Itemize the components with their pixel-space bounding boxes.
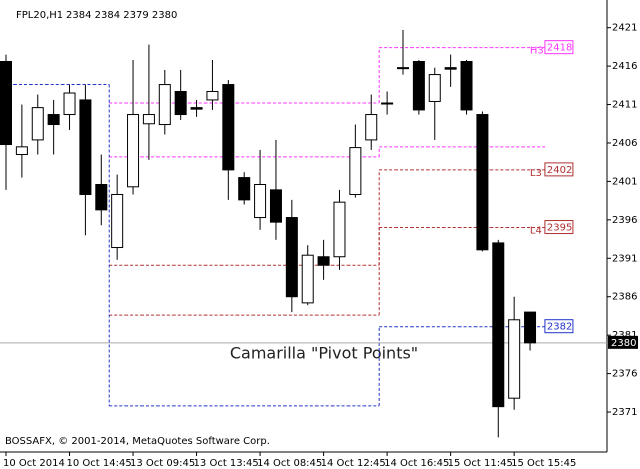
y-tick-label: 2411 [612,100,637,111]
footer: BOSSAFX, © 2001-2014, MetaQuotes Softwar… [5,436,270,447]
candle-body [79,99,92,195]
candle-body [158,84,171,126]
x-tick-label: 15 Oct 11:45 [448,458,513,469]
candle-body [222,84,235,171]
level-label: 2382 [547,322,572,333]
y-tick-label: 2376 [612,369,637,380]
level-label: 2402 [547,165,572,176]
level-label: 2395 [547,223,572,234]
candle-body [142,114,155,125]
y-tick-label: 2391 [612,253,637,264]
level-name: L4 [530,226,542,237]
candle-body [349,147,362,195]
candle-body [95,183,108,211]
candle-body [317,256,330,266]
level-label-box [544,40,574,55]
symbol: FPL20,H1 [16,10,63,21]
quote: 2384 2384 2379 2380 [66,10,177,21]
y-tick-label: 2371 [612,407,637,418]
candle-body [238,177,251,201]
level-name: H3 [530,46,544,57]
y-tick-label: 2421 [612,23,637,34]
candle-body [254,183,267,219]
x-tick-label: 14 Oct 12:45 [321,458,386,469]
level-label-box [544,319,574,334]
candle-body [508,319,521,399]
candle-body [269,189,282,223]
x-tick-label: 14 Oct 08:45 [257,458,322,469]
y-tick-label: 2396 [612,215,637,226]
x-tick-label: 15 Oct 15:45 [511,458,576,469]
candle-body [397,67,409,70]
current-price-label: 2380 [611,338,636,349]
candle-body [381,102,394,105]
y-tick-label: 2386 [612,292,637,303]
y-tick-label: 2416 [612,61,637,72]
candle-body [444,67,457,70]
annotation: Camarilla "Pivot Points" [230,344,418,363]
x-tick-label: 10 Oct 2014 [3,458,65,469]
candle-body [428,74,441,102]
candle-body [333,201,346,258]
candle-body [476,114,489,251]
candle-body [111,193,124,249]
level-label-box [544,162,574,177]
candle-body [301,254,314,304]
y-tick-label: 2381 [612,330,637,341]
level-label: 2418 [547,43,572,54]
candle-body [174,90,187,116]
candle-body [365,114,378,141]
x-tick-label: 13 Oct 09:45 [130,458,195,469]
y-tick-label: 2406 [612,138,637,149]
candle-body [0,60,12,146]
x-tick-label: 13 Oct 13:45 [194,458,259,469]
candle-body [190,107,203,110]
candle-body [63,92,76,116]
x-tick-label: 14 Oct 16:45 [384,458,449,469]
level-label-box [544,220,574,235]
candle-body [412,60,425,111]
candle-body [15,146,28,156]
candle-body [206,90,219,101]
candle-body [47,114,60,126]
candle-body [492,242,505,408]
x-tick-label: 10 Oct 14:45 [67,458,132,469]
plot-area [0,0,607,452]
y-tick-label: 2401 [612,176,637,187]
candle-body [524,311,537,344]
candle-body [31,107,44,141]
candle-body [460,60,473,111]
current-price-box [608,335,638,349]
candle-body [127,114,140,188]
level-name: L3 [530,168,542,179]
candle-body [285,217,298,298]
